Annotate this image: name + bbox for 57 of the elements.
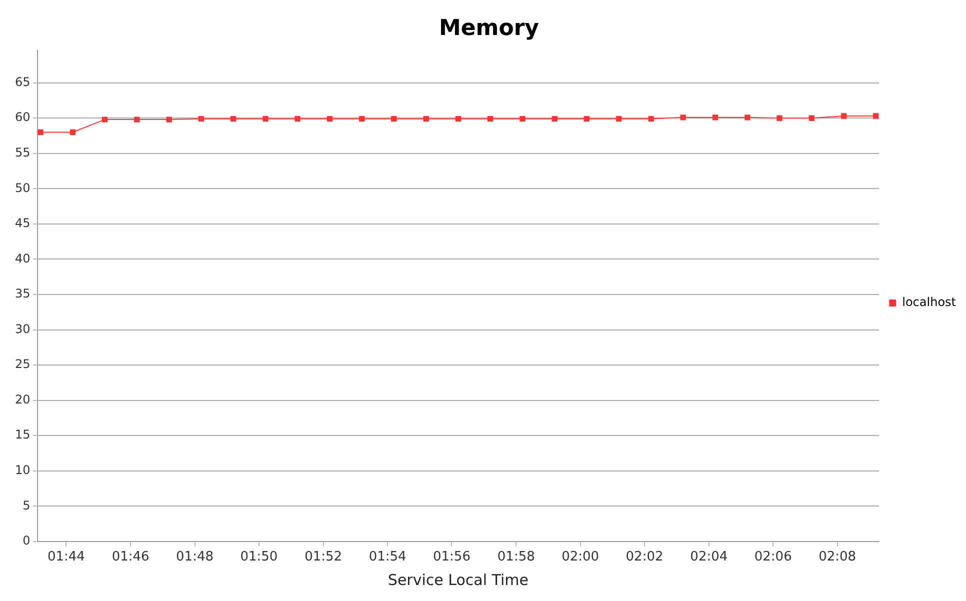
y-tick-label: 15 xyxy=(14,428,30,442)
x-tick-label: 01:50 xyxy=(240,550,278,565)
point xyxy=(359,116,365,122)
y-tick-label: 10 xyxy=(14,462,30,477)
point xyxy=(873,113,879,119)
x-tick-label: 01:56 xyxy=(433,550,470,565)
point xyxy=(487,116,494,122)
point xyxy=(134,116,140,122)
x-tick-label: 02:00 xyxy=(562,550,600,565)
point xyxy=(391,116,397,122)
x-tick-label: 01:46 xyxy=(112,550,150,565)
x-tick-label: 01:58 xyxy=(497,550,535,565)
point xyxy=(808,115,814,121)
point xyxy=(552,116,558,122)
point xyxy=(712,114,718,120)
y-tick-label: 55 xyxy=(14,146,30,160)
x-tick-label: 02:08 xyxy=(818,550,856,565)
point xyxy=(423,116,429,122)
x-tick-label: 02:02 xyxy=(626,550,664,565)
point xyxy=(38,129,44,136)
x-tick-label: 01:48 xyxy=(176,550,214,565)
y-tick-label: 30 xyxy=(14,322,30,336)
chart-title: Memory xyxy=(438,16,540,41)
y-tick-label: 0 xyxy=(22,534,30,548)
x-tick-label: 01:52 xyxy=(304,550,342,565)
legend-label: localhost xyxy=(902,295,956,310)
point xyxy=(680,114,686,120)
y-tick-label: 50 xyxy=(14,180,30,195)
point xyxy=(616,116,622,122)
y-tick-label: 25 xyxy=(14,357,30,372)
point xyxy=(262,116,268,122)
point xyxy=(841,113,847,119)
point xyxy=(326,116,333,122)
y-tick-label: 65 xyxy=(14,74,30,89)
point xyxy=(70,129,76,136)
point xyxy=(294,116,300,122)
point xyxy=(776,115,782,121)
point xyxy=(520,116,526,122)
point xyxy=(230,116,236,122)
point xyxy=(166,116,172,122)
y-tick-label: 60 xyxy=(14,110,30,124)
point xyxy=(744,114,750,120)
point xyxy=(648,116,654,122)
y-tick-label: 35 xyxy=(14,286,30,301)
point xyxy=(584,116,590,122)
x-tick-label: 01:54 xyxy=(368,550,406,565)
x-axis-title: Service Local Time xyxy=(388,570,528,589)
y-tick-label: 40 xyxy=(14,251,30,266)
point xyxy=(198,116,204,122)
x-tick-label: 02:04 xyxy=(690,550,728,565)
point xyxy=(455,116,462,122)
x-tick-label: 02:06 xyxy=(754,550,792,565)
y-tick-label: 45 xyxy=(14,216,30,230)
y-tick-label: 20 xyxy=(14,392,30,406)
y-tick-label: 5 xyxy=(22,498,30,512)
x-tick-label: 01:44 xyxy=(47,550,85,565)
point xyxy=(102,116,108,122)
